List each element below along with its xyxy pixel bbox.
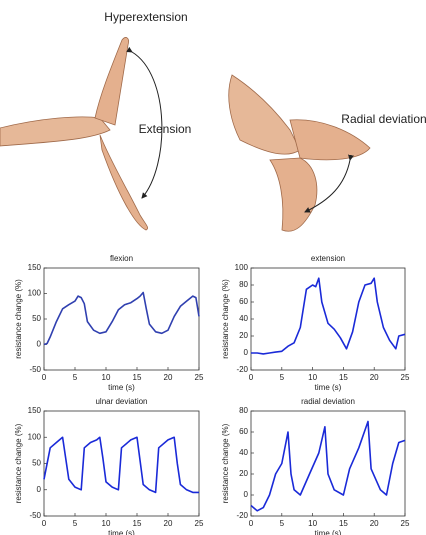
y-tick-label: 50 bbox=[32, 459, 41, 468]
y-tick-label: 100 bbox=[235, 263, 249, 272]
x-tick-label: 0 bbox=[42, 519, 47, 528]
y-tick-label: 0 bbox=[37, 340, 42, 349]
y-tick-label: 60 bbox=[239, 297, 248, 306]
x-tick-label: 0 bbox=[249, 519, 254, 528]
y-tick-label: 0 bbox=[37, 485, 42, 494]
y-tick-label: -50 bbox=[29, 511, 41, 520]
y-axis-label: resistance change (%) bbox=[14, 279, 23, 359]
data-line bbox=[43, 291, 200, 346]
x-tick-label: 15 bbox=[133, 373, 142, 382]
plot-frame bbox=[250, 410, 406, 517]
y-tick-label: 100 bbox=[28, 289, 42, 298]
illustration-label: Extension bbox=[139, 122, 192, 136]
x-tick-label: 15 bbox=[339, 519, 348, 528]
hand-illustrations bbox=[0, 37, 371, 232]
x-axis-label: time (s) bbox=[315, 529, 342, 535]
x-tick-label: 5 bbox=[280, 373, 285, 382]
x-axis-label: time (s) bbox=[108, 383, 135, 392]
illustration-label: Hyperextension bbox=[104, 10, 187, 24]
y-tick-label: 80 bbox=[239, 406, 248, 415]
data-line bbox=[43, 436, 199, 494]
chart-title: ulnar deviation bbox=[95, 397, 147, 406]
y-axis-label: resistance change (%) bbox=[221, 423, 230, 503]
x-tick-label: 25 bbox=[401, 373, 410, 382]
x-tick-label: 10 bbox=[102, 373, 111, 382]
y-tick-label: 20 bbox=[239, 469, 248, 478]
y-tick-label: 80 bbox=[239, 280, 248, 289]
y-axis-label: resistance change (%) bbox=[14, 423, 23, 503]
plot-frame bbox=[43, 267, 200, 371]
y-tick-label: 0 bbox=[244, 490, 249, 499]
y-tick-label: 0 bbox=[244, 348, 249, 357]
chart-title: radial deviation bbox=[301, 397, 355, 406]
x-tick-label: 0 bbox=[42, 373, 47, 382]
chart-title: flexion bbox=[110, 254, 133, 263]
x-tick-label: 10 bbox=[102, 519, 111, 528]
y-tick-label: -20 bbox=[236, 511, 248, 520]
x-tick-label: 5 bbox=[73, 519, 78, 528]
x-tick-label: 20 bbox=[164, 519, 173, 528]
x-tick-label: 15 bbox=[133, 519, 142, 528]
x-tick-label: 5 bbox=[73, 373, 78, 382]
x-tick-label: 10 bbox=[308, 373, 317, 382]
data-line bbox=[250, 420, 406, 512]
y-tick-label: 150 bbox=[28, 406, 42, 415]
y-tick-label: 20 bbox=[239, 331, 248, 340]
y-tick-label: -50 bbox=[29, 365, 41, 374]
y-tick-label: 40 bbox=[239, 314, 248, 323]
y-tick-label: 100 bbox=[28, 432, 42, 441]
data-line bbox=[251, 277, 406, 355]
x-tick-label: 15 bbox=[339, 373, 348, 382]
x-tick-label: 5 bbox=[280, 519, 285, 528]
x-axis-label: time (s) bbox=[315, 383, 342, 392]
x-tick-label: 0 bbox=[249, 373, 254, 382]
x-tick-label: 25 bbox=[401, 519, 410, 528]
x-tick-label: 10 bbox=[308, 519, 317, 528]
x-tick-label: 20 bbox=[164, 373, 173, 382]
y-tick-label: 150 bbox=[28, 263, 42, 272]
chart-title: extension bbox=[311, 254, 345, 263]
y-axis-label: resistance change (%) bbox=[221, 279, 230, 359]
x-tick-label: 25 bbox=[195, 519, 204, 528]
x-axis-label: time (s) bbox=[108, 529, 135, 535]
y-tick-label: 60 bbox=[239, 427, 248, 436]
y-tick-label: 40 bbox=[239, 448, 248, 457]
x-tick-label: 20 bbox=[370, 373, 379, 382]
y-tick-label: -20 bbox=[236, 365, 248, 374]
illustration-label: Radial deviation bbox=[341, 112, 426, 126]
x-tick-label: 20 bbox=[370, 519, 379, 528]
x-tick-label: 25 bbox=[195, 373, 204, 382]
y-tick-label: 50 bbox=[32, 314, 41, 323]
